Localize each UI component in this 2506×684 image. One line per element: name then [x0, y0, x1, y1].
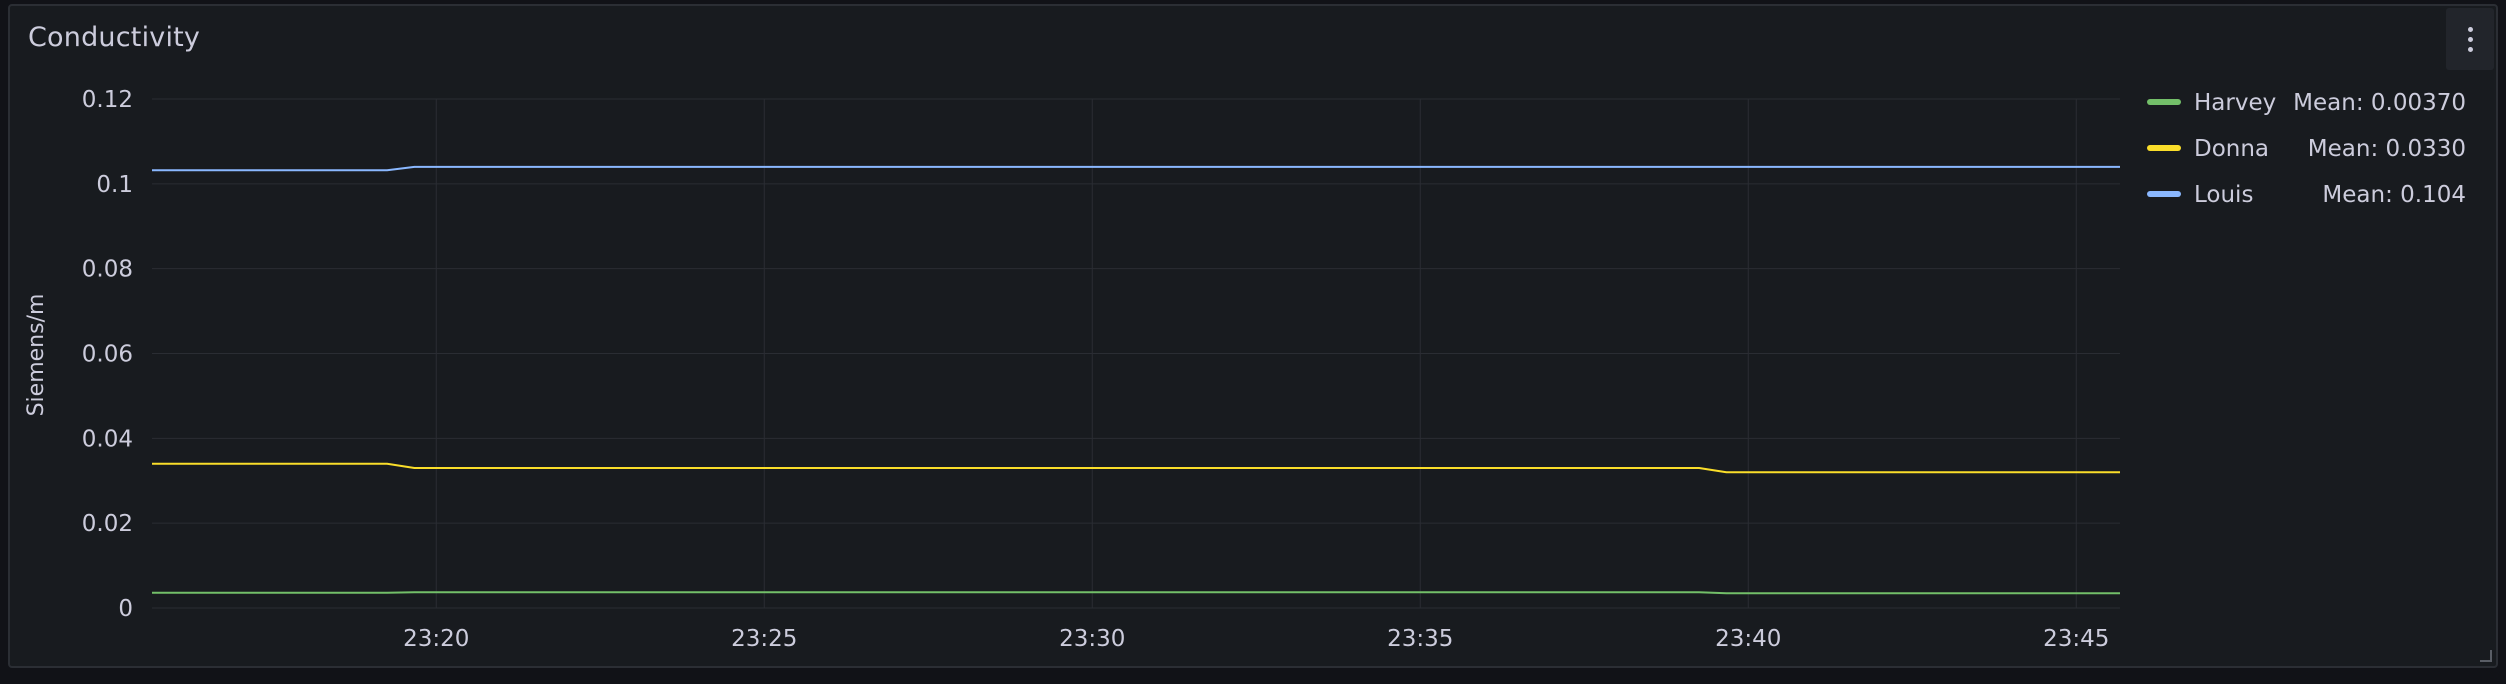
resize-handle[interactable]	[2480, 650, 2492, 662]
y-tick-label: 0.06	[82, 342, 133, 368]
y-tick-label: 0.02	[82, 511, 133, 537]
x-tick-label: 23:25	[731, 626, 797, 652]
chart-legend: Harvey Mean: 0.00370 Donna Mean: 0.0330 Loui…	[2147, 90, 2466, 208]
legend-label: Harvey	[2194, 90, 2276, 116]
series-line-harvey	[152, 591, 2120, 595]
y-tick-label: 0.08	[82, 257, 133, 283]
panel-menu-button[interactable]	[2446, 8, 2494, 70]
y-tick-label: 0.12	[82, 87, 133, 113]
chart-grid	[152, 98, 2120, 609]
legend-value: Mean: 0.0330	[2308, 136, 2466, 162]
legend-label: Donna	[2194, 136, 2269, 162]
x-tick-label: 23:45	[2043, 626, 2109, 652]
legend-item-harvey[interactable]: Harvey Mean: 0.00370	[2147, 90, 2466, 116]
y-axis-label: Siemens/m	[24, 294, 49, 417]
y-axis: 0 0.02 0.04 0.06 0.08 0.1 0.12	[82, 87, 133, 622]
x-tick-label: 23:35	[1387, 626, 1453, 652]
y-tick-label: 0.04	[82, 426, 133, 452]
legend-value: Mean: 0.00370	[2293, 90, 2466, 116]
legend-value: Mean: 0.104	[2322, 182, 2466, 208]
x-axis: 23:20 23:25 23:30 23:35 23:40 23:45	[403, 626, 2109, 652]
legend-label: Louis	[2194, 182, 2253, 208]
chart-panel: Conductivity	[8, 4, 2498, 668]
y-tick-label: 0.1	[96, 172, 133, 198]
y-tick-label: 0	[118, 596, 133, 622]
x-tick-label: 23:20	[403, 626, 469, 652]
chart-series	[152, 165, 2120, 595]
panel-title: Conductivity	[28, 22, 201, 53]
x-tick-label: 23:40	[1715, 626, 1781, 652]
legend-item-louis[interactable]: Louis Mean: 0.104	[2147, 182, 2466, 208]
x-tick-label: 23:30	[1059, 626, 1125, 652]
series-line-louis	[152, 165, 2120, 172]
series-line-donna	[152, 462, 2120, 474]
legend-item-donna[interactable]: Donna Mean: 0.0330	[2147, 136, 2466, 162]
kebab-menu-icon	[2467, 26, 2473, 52]
